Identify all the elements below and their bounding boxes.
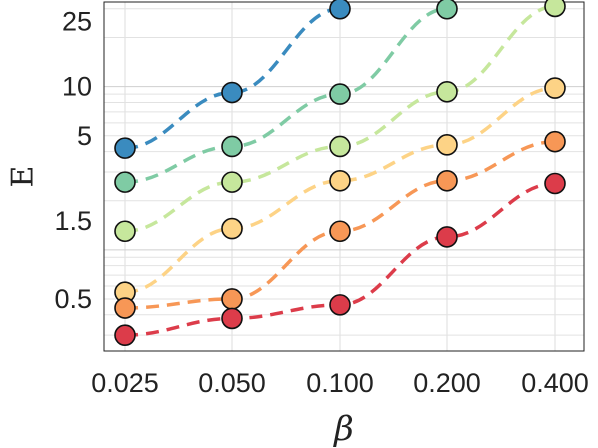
y-tick-label: 5 (77, 121, 92, 151)
data-point (114, 171, 136, 193)
series-2 (114, 0, 458, 193)
x-tick-label: 0.025 (91, 368, 159, 398)
series-1 (114, 0, 351, 159)
data-point (221, 307, 243, 330)
x-tick-label: 0.100 (306, 368, 374, 398)
y-axis-label: E (6, 166, 41, 188)
y-tick-label: 25 (62, 7, 92, 37)
data-point (544, 77, 566, 99)
data-point (329, 294, 351, 316)
data-point (329, 135, 351, 158)
data-point (221, 288, 243, 310)
data-point (329, 0, 351, 20)
data-point (329, 169, 351, 192)
data-point (221, 81, 243, 104)
series-4 (114, 77, 566, 304)
series-line (124, 86, 556, 294)
data-point (436, 80, 458, 103)
y-tick-label: 1.5 (54, 206, 92, 236)
data-point (544, 172, 566, 195)
data-point (221, 135, 243, 158)
x-tick-label: 0.050 (198, 368, 266, 398)
data-point (114, 137, 136, 159)
data-point (436, 169, 458, 192)
data-point (114, 324, 136, 346)
data-point (221, 217, 243, 240)
data-point (436, 134, 458, 156)
data-point (114, 297, 136, 319)
x-tick-label: 0.400 (521, 368, 589, 398)
data-point (544, 0, 566, 18)
data-point (221, 171, 243, 193)
data-point (436, 226, 458, 248)
data-point (544, 130, 566, 153)
y-tick-label: 10 (62, 72, 92, 102)
series-6 (114, 172, 566, 346)
series-3 (114, 0, 566, 243)
data-point (329, 83, 351, 105)
series-layer (114, 0, 566, 346)
x-tick-labels: 0.025 0.050 0.100 0.200 0.400 (91, 368, 589, 398)
series-line (124, 7, 448, 184)
x-axis-label: β (332, 409, 354, 448)
data-point (436, 0, 458, 20)
data-point (329, 220, 351, 243)
y-tick-labels: 0.5 1.5 5 10 25 (54, 7, 92, 314)
x-tick-label: 0.200 (413, 368, 481, 398)
data-point (114, 220, 136, 243)
y-tick-label: 0.5 (54, 284, 92, 314)
